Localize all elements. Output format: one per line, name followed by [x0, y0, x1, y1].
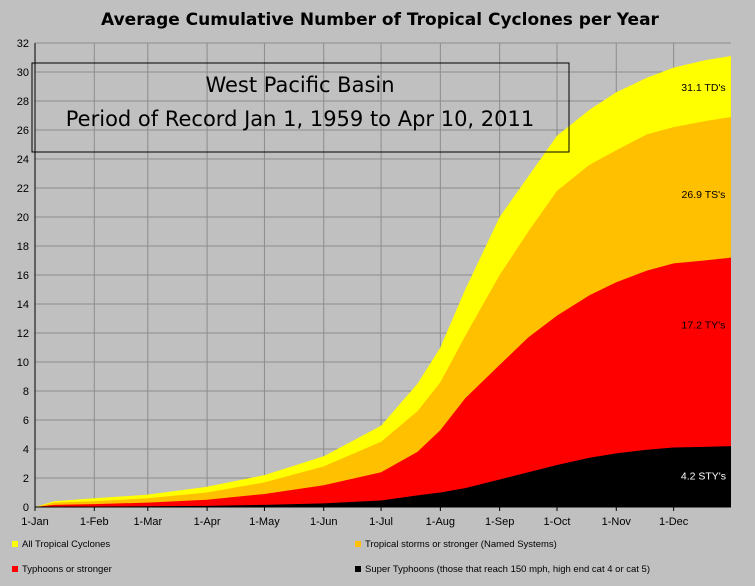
- legend-swatch: [12, 566, 18, 572]
- axes: [34, 43, 731, 511]
- x-tick-label: 1-Jun: [310, 516, 338, 528]
- x-tick-label: 1-Sep: [485, 516, 514, 528]
- series-end-label: 26.9 TS's: [682, 189, 726, 201]
- y-tick-label: 32: [17, 38, 29, 50]
- y-tick-label: 22: [17, 183, 29, 195]
- x-tick-label: 1-Feb: [80, 516, 109, 528]
- chart-title: Average Cumulative Number of Tropical Cy…: [101, 10, 659, 30]
- legend-swatch: [355, 541, 361, 547]
- annotation-box: West Pacific Basin Period of Record Jan …: [31, 62, 570, 153]
- series-end-label: 31.1 TD's: [681, 82, 725, 94]
- series-end-label: 17.2 TY's: [682, 320, 726, 332]
- x-tick-label: 1-Oct: [544, 516, 571, 528]
- y-tick-label: 6: [23, 415, 29, 427]
- area-series-2: [35, 257, 731, 507]
- annotation-line-period: Period of Record Jan 1, 1959 to Apr 10, …: [66, 107, 534, 131]
- legend-swatch: [355, 566, 361, 572]
- x-tick-labels: 1-Jan 1-Feb 1-Mar 1-Apr 1-May 1-Jun 1-Jul 1-Aug…: [21, 516, 689, 528]
- area-series-3: [35, 446, 731, 507]
- x-tick-label: 1-Jan: [21, 516, 49, 528]
- y-tick-label: 14: [17, 299, 29, 311]
- series-end-labels: 31.1 TD's 26.9 TS's 17.2 TY's 4.2 STY's: [681, 82, 726, 483]
- y-tick-label: 20: [17, 212, 29, 224]
- y-tick-label: 26: [17, 125, 29, 137]
- legend-swatch: [12, 541, 18, 547]
- legend-entry-label: Super Typhoons (those that reach 150 mph…: [365, 564, 650, 575]
- x-tick-label: 1-Mar: [133, 516, 162, 528]
- y-tick-label: 0: [23, 502, 29, 514]
- area-series: [35, 56, 731, 508]
- legend-entry-label: Typhoons or stronger: [22, 564, 112, 575]
- y-tick-label: 16: [17, 270, 29, 282]
- legend-entry-label: Tropical storms or stronger (Named Syste…: [365, 539, 557, 550]
- y-tick-label: 2: [23, 473, 29, 485]
- x-tick-label: 1-Dec: [659, 516, 689, 528]
- y-tick-label: 12: [17, 328, 29, 340]
- x-tick-label: 1-Apr: [194, 516, 221, 528]
- annotation-line-basin: West Pacific Basin: [205, 73, 394, 97]
- x-tick-label: 1-May: [249, 516, 280, 528]
- y-tick-label: 8: [23, 386, 29, 398]
- legend-entry-label: All Tropical Cyclones: [22, 539, 110, 550]
- x-tick-label: 1-Jul: [369, 516, 393, 528]
- legend: All Tropical Cyclones Tropical storms or …: [12, 539, 650, 575]
- y-tick-label: 30: [17, 67, 29, 79]
- y-tick-label: 18: [17, 241, 29, 253]
- y-tick-label: 24: [17, 154, 29, 166]
- x-tick-label: 1-Nov: [602, 516, 632, 528]
- annotation-box-frame: [31, 62, 570, 153]
- y-tick-label: 28: [17, 96, 29, 108]
- series-end-label: 4.2 STY's: [681, 470, 726, 482]
- x-tick-label: 1-Aug: [426, 516, 455, 528]
- y-tick-label: 10: [17, 357, 29, 369]
- y-tick-label: 4: [23, 444, 29, 456]
